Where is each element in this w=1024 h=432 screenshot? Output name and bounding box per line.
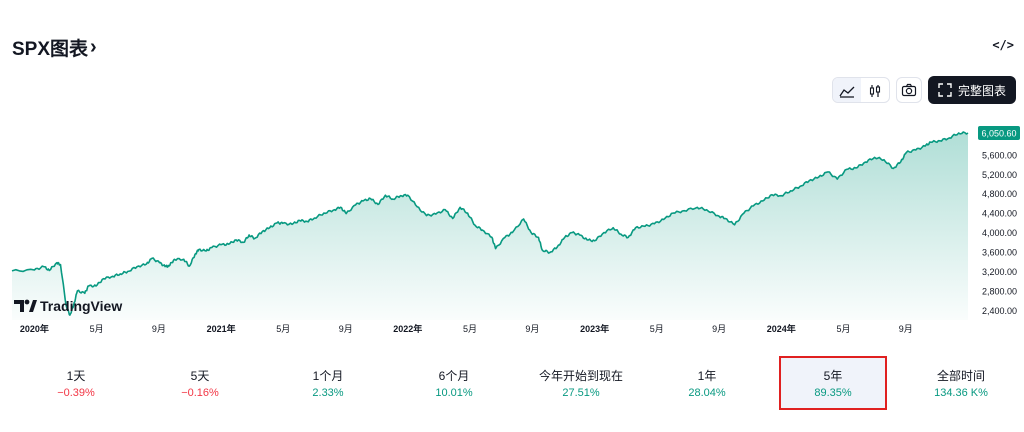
x-tick-label: 5月 xyxy=(463,324,477,334)
x-tick-label: 9月 xyxy=(712,324,726,334)
x-tick-label: 5月 xyxy=(836,324,850,334)
x-tick-label: 5月 xyxy=(90,324,104,334)
x-tick-label: 2022年 xyxy=(393,323,422,334)
range-change-value: 2.33% xyxy=(312,387,344,399)
range-change-value: 27.51% xyxy=(562,387,600,399)
range-label: 1年 xyxy=(697,369,717,383)
y-tick-label: 4,400.00 xyxy=(982,209,1017,219)
range-option[interactable]: 5年 89.35% xyxy=(779,356,887,410)
x-tick-label: 9月 xyxy=(152,324,166,334)
y-tick-label: 3,200.00 xyxy=(982,267,1017,277)
y-tick-label: 4,800.00 xyxy=(982,189,1017,199)
time-range-selector: 1天 −0.39% 5天 −0.16% 1个月 2.33% 6个月 10.01% 今年开始到现在… xyxy=(0,356,1024,410)
range-label: 5天 xyxy=(190,369,210,383)
last-price-badge xyxy=(978,126,1020,140)
x-tick-label: 2023年 xyxy=(580,323,609,334)
chart-title-link[interactable]: SPX图表 › xyxy=(12,34,97,61)
range-label: 1天 xyxy=(66,369,86,383)
range-option[interactable]: 全部时间 134.36 K% xyxy=(909,358,1013,408)
range-option[interactable]: 今年开始到现在 27.51% xyxy=(529,358,633,408)
x-tick-label: 5月 xyxy=(276,324,290,334)
y-tick-label: 4,000.00 xyxy=(982,228,1017,238)
range-change-value: 10.01% xyxy=(435,387,473,399)
range-change-value: −0.39% xyxy=(57,387,95,399)
series-line xyxy=(11,131,969,316)
chart-toolbar: 完整图表 xyxy=(831,76,1016,104)
range-option[interactable]: 1年 28.04% xyxy=(655,358,759,408)
x-tick-label: 9月 xyxy=(525,324,539,334)
x-tick-label: 9月 xyxy=(339,324,353,334)
range-label: 1个月 xyxy=(312,369,344,383)
range-option[interactable]: 1天 −0.39% xyxy=(24,358,128,408)
series-area-fill xyxy=(12,132,968,320)
x-tick-label: 2021年 xyxy=(207,323,236,334)
y-tick-label: 5,600.00 xyxy=(982,150,1017,160)
tradingview-logo-mark xyxy=(14,299,37,312)
range-label: 全部时间 xyxy=(936,369,985,383)
price-chart-svg: 5,600.00 5,200.00 4,800.00 4,400.00 4,000.00… xyxy=(11,126,1020,334)
tradingview-logo[interactable]: TradingView xyxy=(14,298,122,314)
embed-code-button[interactable]: </> xyxy=(992,38,1014,52)
range-change-value: −0.16% xyxy=(181,387,219,399)
candlestick-icon[interactable] xyxy=(861,78,889,102)
x-tick-label: 5月 xyxy=(650,324,664,334)
tradingview-wordmark: TradingView xyxy=(40,298,122,314)
x-tick-label: 9月 xyxy=(899,324,913,334)
fullscreen-label: 完整图表 xyxy=(957,83,1006,98)
range-label: 5年 xyxy=(823,369,843,383)
y-tick-label: 5,200.00 xyxy=(982,170,1017,180)
y-tick-label: 3,600.00 xyxy=(982,248,1017,258)
x-tick-label: 2024年 xyxy=(767,323,796,334)
fullscreen-icon xyxy=(938,83,952,97)
y-tick-label: 2,800.00 xyxy=(982,286,1017,296)
range-label: 6个月 xyxy=(438,369,470,383)
page-title: SPX图表 xyxy=(12,39,89,60)
range-option[interactable]: 5天 −0.16% xyxy=(148,358,252,408)
range-option[interactable]: 1个月 2.33% xyxy=(276,358,380,408)
range-option[interactable]: 6个月 10.01% xyxy=(402,358,506,408)
chevron-right-icon: › xyxy=(90,36,97,58)
range-change-value: 134.36 K% xyxy=(934,387,988,399)
range-change-value: 28.04% xyxy=(688,387,726,399)
fullscreen-button[interactable]: 完整图表 xyxy=(927,76,1016,104)
last-price-label: 6,050.60 xyxy=(981,129,1016,139)
camera-icon[interactable] xyxy=(895,77,922,103)
range-label: 今年开始到现在 xyxy=(538,369,623,383)
range-change-value: 89.35% xyxy=(814,387,852,399)
price-chart[interactable]: 5,600.00 5,200.00 4,800.00 4,400.00 4,000.00… xyxy=(0,110,1024,340)
x-tick-label: 2020年 xyxy=(20,323,49,334)
y-tick-label: 2,400.00 xyxy=(982,306,1017,316)
area-chart-icon[interactable] xyxy=(832,78,861,102)
chart-style-toggle xyxy=(831,77,890,103)
